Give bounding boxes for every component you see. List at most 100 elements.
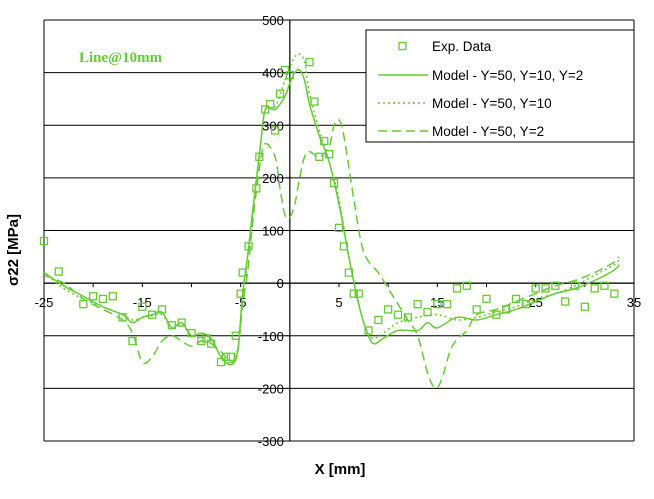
data-point	[238, 268, 247, 277]
data-point	[305, 57, 314, 67]
data-point	[364, 326, 373, 335]
data-point	[226, 352, 235, 361]
data-point	[275, 89, 285, 98]
data-point	[255, 152, 264, 161]
data-point	[54, 267, 63, 276]
data-point	[98, 294, 108, 304]
data-point	[157, 305, 167, 314]
legend-label-3: Model - Y=50, Y=2	[432, 124, 544, 139]
data-point	[561, 297, 570, 306]
data-point	[231, 331, 240, 340]
x-tick-label: 5	[335, 295, 342, 310]
data-point	[310, 97, 319, 106]
data-point	[482, 294, 491, 304]
data-point	[423, 307, 432, 317]
x-tick-label: -5	[235, 295, 247, 310]
data-point	[502, 305, 511, 314]
data-point	[531, 284, 540, 293]
data-point	[315, 152, 324, 161]
legend-label-1: Model - Y=50, Y=10, Y=2	[432, 68, 583, 83]
series-layer	[39, 53, 620, 390]
data-point	[580, 302, 589, 311]
data-point	[252, 184, 261, 193]
data-point	[570, 281, 580, 290]
legend-label-2: Model - Y=50, Y=10	[432, 96, 552, 111]
x-axis-label: X [mm]	[315, 461, 366, 478]
data-point	[433, 300, 442, 309]
legend-marker-0	[398, 41, 407, 51]
y-tick-label: 400	[262, 66, 284, 81]
x-tick-label: -25	[35, 295, 54, 310]
legend-box	[365, 29, 635, 143]
x-tick-label: -15	[133, 295, 152, 310]
data-point	[148, 310, 157, 319]
data-point	[270, 126, 280, 135]
x-tick-label: 35	[627, 295, 641, 310]
series-line-3	[43, 118, 620, 390]
data-point	[39, 236, 49, 246]
data-point	[610, 289, 619, 298]
chart-annotation: Line@10mm	[79, 50, 163, 66]
data-point	[167, 321, 176, 330]
data-point	[202, 334, 211, 343]
data-point	[551, 281, 560, 290]
data-point	[216, 357, 226, 367]
legend: Exp. Data Model - Y=50, Y=10, Y=2 Model - …	[365, 29, 635, 143]
data-point	[187, 328, 196, 338]
data-point	[403, 313, 412, 322]
y-tick-label: 0	[277, 276, 284, 291]
data-point	[393, 310, 403, 319]
y-tick-label: -200	[258, 381, 284, 396]
data-point	[285, 71, 294, 80]
x-tick-label: 25	[528, 295, 542, 310]
data-point	[280, 65, 290, 75]
data-point	[511, 294, 521, 304]
y-tick-label: -300	[258, 434, 284, 449]
data-point	[261, 105, 270, 114]
data-point	[462, 281, 471, 290]
data-point	[590, 284, 599, 293]
y-tick-label: 200	[262, 171, 284, 186]
data-point	[221, 352, 231, 361]
data-point	[89, 292, 98, 301]
y-tick-label: 100	[262, 224, 284, 239]
series-line-2	[43, 53, 620, 364]
data-point	[354, 289, 363, 298]
data-point	[600, 281, 609, 290]
data-point	[413, 300, 422, 309]
data-point	[384, 305, 393, 314]
data-point	[266, 100, 275, 109]
series-line-1	[43, 68, 620, 366]
data-point	[344, 268, 353, 277]
data-point	[244, 242, 253, 251]
legend-label-0: Exp. Data	[432, 39, 492, 54]
data-point	[521, 300, 530, 309]
data-point	[118, 313, 127, 322]
data-point	[138, 302, 147, 311]
data-point	[128, 336, 137, 346]
data-point	[177, 318, 186, 327]
data-point	[472, 305, 481, 314]
data-point	[197, 336, 206, 346]
y-tick-label: -100	[258, 329, 284, 344]
y-axis-label: σ22 [MPa]	[5, 214, 22, 286]
data-point	[452, 284, 462, 293]
data-point	[334, 223, 344, 233]
data-point	[329, 178, 339, 188]
y-tick-label: 500	[262, 13, 284, 28]
data-point	[207, 339, 216, 348]
data-point	[349, 289, 358, 298]
data-point	[374, 315, 383, 325]
data-point	[492, 310, 501, 319]
data-point	[443, 300, 452, 309]
data-point	[541, 284, 550, 293]
y-tick-label: 300	[262, 118, 284, 133]
data-point	[236, 289, 245, 298]
data-point	[325, 150, 334, 159]
data-point	[320, 136, 329, 146]
data-point	[339, 242, 349, 251]
data-point	[79, 300, 88, 309]
data-point	[108, 292, 117, 301]
